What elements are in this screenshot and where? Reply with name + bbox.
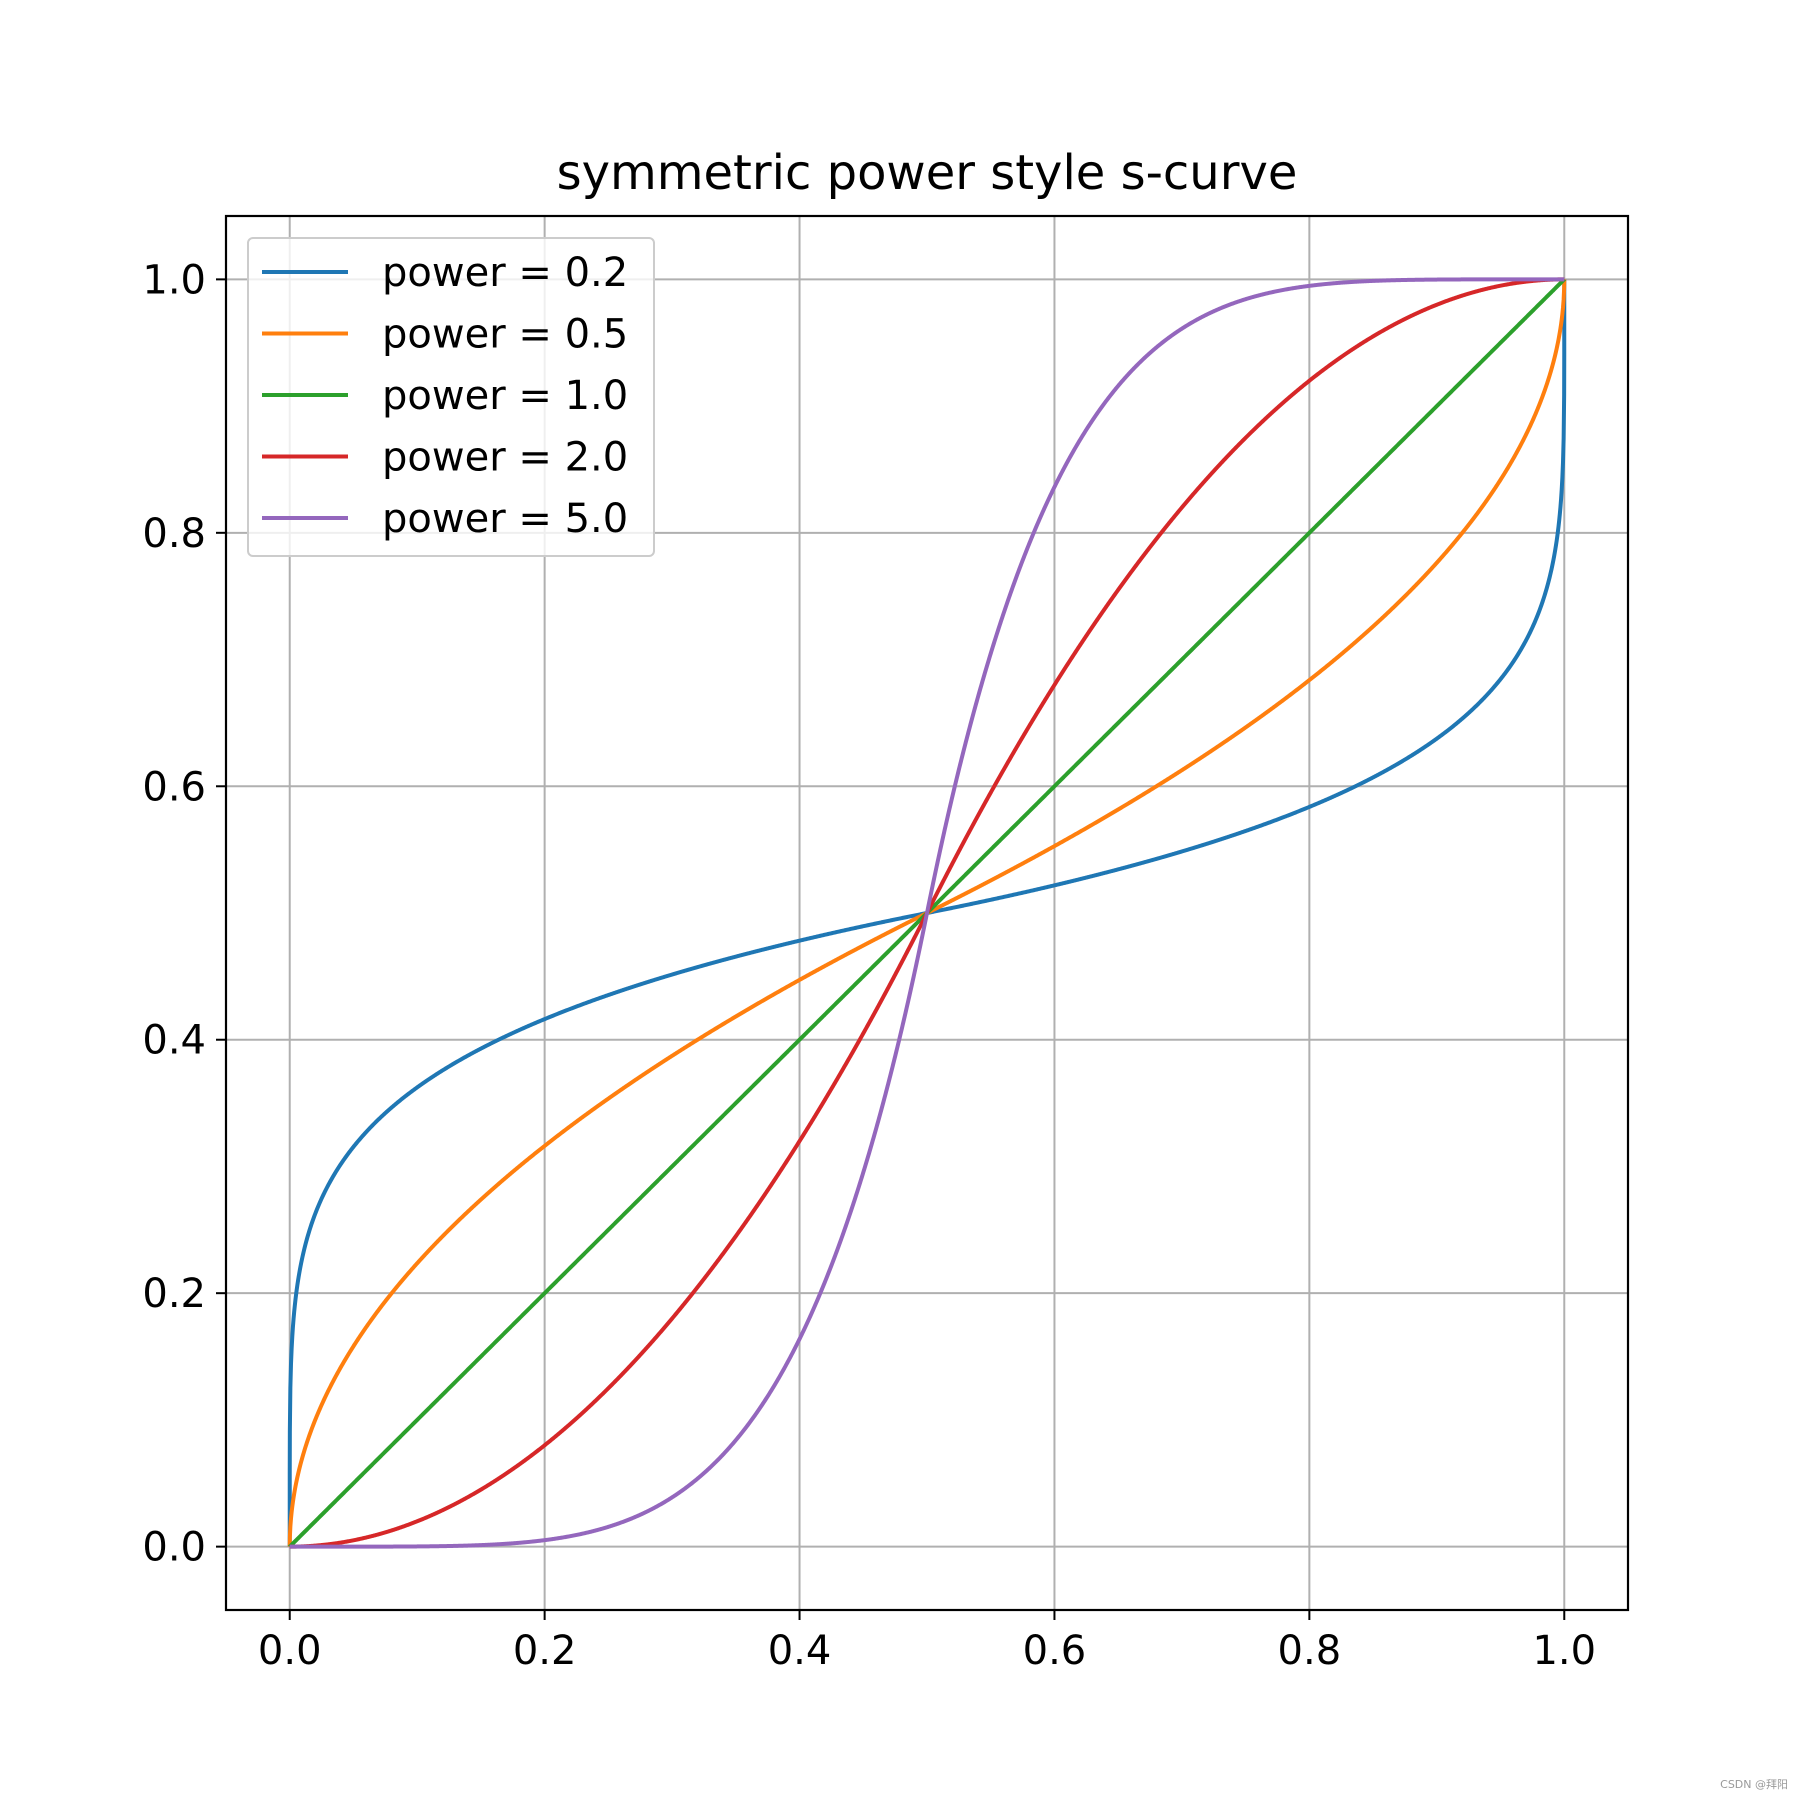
y-tick-label: 0.8 bbox=[142, 511, 206, 557]
y-tick-label: 1.0 bbox=[142, 257, 206, 303]
series-line-5 bbox=[287, 277, 1567, 1549]
x-tick-label: 0.6 bbox=[1023, 1628, 1087, 1674]
y-tick-label: 0.2 bbox=[142, 1271, 206, 1317]
watermark: CSDN @拜阳 bbox=[1720, 1778, 1788, 1791]
x-tick-label: 0.8 bbox=[1278, 1628, 1342, 1674]
legend-label: power = 2.0 bbox=[382, 435, 628, 481]
legend-box bbox=[247, 237, 655, 557]
x-tick-label: 1.0 bbox=[1532, 1628, 1596, 1674]
legend-label: power = 1.0 bbox=[382, 373, 628, 419]
x-tick-label: 0.0 bbox=[258, 1628, 322, 1674]
x-tick-label: 0.4 bbox=[768, 1628, 832, 1674]
y-tick-label: 0.4 bbox=[142, 1018, 206, 1064]
axis-ticks: 0.0 0.2 0.4 0.6 0.8 1.0 0.0 0.2 0.4 0.6 0.8 1.0 bbox=[142, 257, 1596, 1674]
legend: power = 0.2 power = 0.5 power = 1.0 power =… bbox=[247, 237, 655, 557]
legend-label: power = 0.2 bbox=[382, 250, 628, 296]
plot-frame bbox=[224, 214, 1630, 1612]
y-tick-label: 0.0 bbox=[142, 1525, 206, 1571]
series-lines bbox=[287, 277, 1567, 1549]
y-tick-label: 0.6 bbox=[142, 764, 206, 810]
legend-label: power = 5.0 bbox=[382, 496, 628, 542]
chart-title: symmetric power style s-curve bbox=[557, 145, 1298, 201]
x-tick-label: 0.2 bbox=[513, 1628, 577, 1674]
legend-label: power = 0.5 bbox=[382, 312, 628, 358]
